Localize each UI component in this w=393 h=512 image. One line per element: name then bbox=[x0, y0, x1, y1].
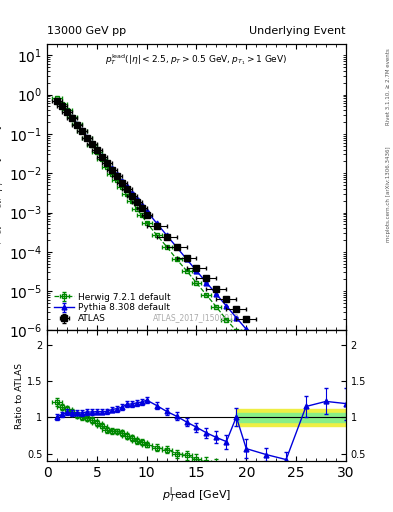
Text: mcplots.cern.ch [arXiv:1306.3436]: mcplots.cern.ch [arXiv:1306.3436] bbox=[386, 147, 391, 242]
Y-axis label: 1/$N_\mathrm{ev}$ d $N_\mathrm{ev}$/d$p_T^\mathrm{l}$ead [GeV$^{-1}$]: 1/$N_\mathrm{ev}$ d $N_\mathrm{ev}$/d$p_… bbox=[0, 125, 6, 249]
Bar bbox=[236, 409, 346, 426]
Text: 13000 GeV pp: 13000 GeV pp bbox=[47, 26, 126, 36]
Y-axis label: Ratio to ATLAS: Ratio to ATLAS bbox=[15, 362, 24, 429]
Legend: Herwig 7.2.1 default, Pythia 8.308 default, ATLAS: Herwig 7.2.1 default, Pythia 8.308 defau… bbox=[51, 290, 173, 326]
X-axis label: $p_T^\mathrm{l}$ead [GeV]: $p_T^\mathrm{l}$ead [GeV] bbox=[162, 485, 231, 505]
Text: $p_T^\mathrm{lead}(|\eta| < 2.5, p_T > 0.5\ \mathrm{GeV}, p_{T_1} > 1\ \mathrm{G: $p_T^\mathrm{lead}(|\eta| < 2.5, p_T > 0… bbox=[105, 52, 288, 67]
Bar bbox=[236, 413, 346, 422]
Text: Rivet 3.1.10, ≥ 2.7M events: Rivet 3.1.10, ≥ 2.7M events bbox=[386, 49, 391, 125]
Text: ATLAS_2017_I1509919: ATLAS_2017_I1509919 bbox=[153, 313, 240, 322]
Text: Underlying Event: Underlying Event bbox=[249, 26, 346, 36]
